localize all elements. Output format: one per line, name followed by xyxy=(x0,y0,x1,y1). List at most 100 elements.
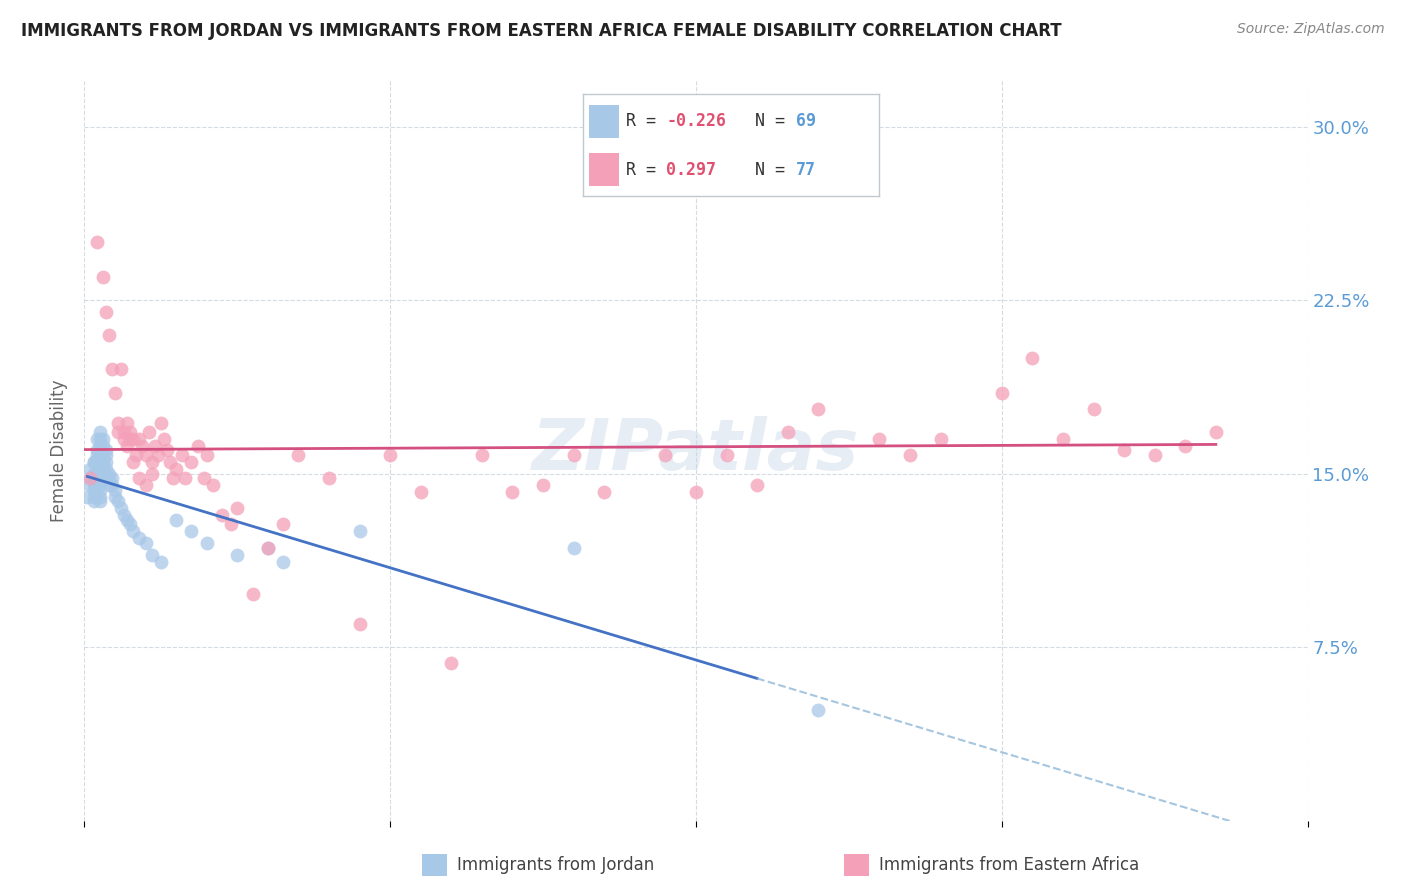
Point xyxy=(120,432,142,446)
Point xyxy=(89,462,111,476)
Point xyxy=(97,478,120,492)
Point xyxy=(83,483,105,497)
Bar xyxy=(589,153,619,186)
Point xyxy=(440,657,463,671)
Point xyxy=(180,455,202,469)
Point xyxy=(128,532,150,546)
Point xyxy=(91,471,114,485)
Point xyxy=(86,455,108,469)
Point xyxy=(128,432,150,446)
Point xyxy=(94,443,117,458)
Point xyxy=(101,478,124,492)
Point xyxy=(86,462,108,476)
Point xyxy=(94,304,117,318)
Point xyxy=(101,362,124,376)
Point xyxy=(135,448,157,462)
Point xyxy=(86,432,108,446)
Point xyxy=(122,524,145,539)
Point xyxy=(349,524,371,539)
Point xyxy=(125,448,148,462)
Point xyxy=(195,536,218,550)
Point xyxy=(624,154,647,169)
Point xyxy=(471,448,494,462)
Point xyxy=(287,448,309,462)
Text: Immigrants from Eastern Africa: Immigrants from Eastern Africa xyxy=(879,856,1139,874)
Point xyxy=(89,455,111,469)
Point xyxy=(104,483,127,497)
Text: R =: R = xyxy=(626,161,676,178)
Point xyxy=(318,471,340,485)
Point xyxy=(89,490,111,504)
Point xyxy=(149,554,172,569)
Point xyxy=(83,467,105,481)
Point xyxy=(149,416,172,430)
Point xyxy=(110,362,132,376)
Point xyxy=(776,425,799,439)
Point xyxy=(115,513,138,527)
Point xyxy=(122,455,145,469)
Point xyxy=(79,471,101,485)
Point xyxy=(409,485,432,500)
Point xyxy=(226,501,249,516)
Point xyxy=(94,462,117,476)
Text: 69: 69 xyxy=(796,112,815,130)
Point xyxy=(89,448,111,462)
Point xyxy=(1114,443,1136,458)
Point xyxy=(747,478,769,492)
Point xyxy=(141,455,163,469)
Point xyxy=(89,471,111,485)
Point xyxy=(89,425,111,439)
Point xyxy=(89,494,111,508)
Point xyxy=(83,494,105,508)
Point xyxy=(195,448,218,462)
Point xyxy=(156,443,179,458)
Point xyxy=(89,439,111,453)
Point xyxy=(898,448,921,462)
Point xyxy=(1143,448,1166,462)
Point xyxy=(110,501,132,516)
Point xyxy=(104,385,127,400)
Point xyxy=(562,541,585,555)
Point xyxy=(257,541,280,555)
Point xyxy=(153,432,176,446)
Point xyxy=(162,471,184,485)
Point xyxy=(141,467,163,481)
Point xyxy=(86,448,108,462)
Point xyxy=(86,235,108,250)
Point xyxy=(104,490,127,504)
Point xyxy=(112,425,135,439)
Text: IMMIGRANTS FROM JORDAN VS IMMIGRANTS FROM EASTERN AFRICA FEMALE DISABILITY CORRE: IMMIGRANTS FROM JORDAN VS IMMIGRANTS FRO… xyxy=(21,22,1062,40)
Point xyxy=(79,462,101,476)
Point xyxy=(83,467,105,481)
Point xyxy=(101,471,124,485)
Point xyxy=(83,455,105,469)
Point xyxy=(869,432,891,446)
Point xyxy=(120,517,142,532)
Point xyxy=(1174,439,1197,453)
Point xyxy=(89,432,111,446)
Text: R =: R = xyxy=(626,112,666,130)
Point xyxy=(86,471,108,485)
Point xyxy=(531,478,554,492)
Point xyxy=(122,432,145,446)
Bar xyxy=(589,105,619,137)
Point xyxy=(271,554,294,569)
Point xyxy=(257,541,280,555)
Point xyxy=(89,478,111,492)
Point xyxy=(128,471,150,485)
Point xyxy=(89,467,111,481)
Text: N =: N = xyxy=(755,161,794,178)
Point xyxy=(115,416,138,430)
Point xyxy=(201,478,224,492)
Point xyxy=(180,524,202,539)
Point xyxy=(107,494,129,508)
Text: Immigrants from Jordan: Immigrants from Jordan xyxy=(457,856,654,874)
Point xyxy=(112,432,135,446)
Point xyxy=(94,448,117,462)
Point xyxy=(146,448,169,462)
Point xyxy=(138,425,160,439)
Point xyxy=(1083,401,1105,416)
Point xyxy=(135,478,157,492)
Point xyxy=(131,439,153,453)
Point xyxy=(83,478,105,492)
